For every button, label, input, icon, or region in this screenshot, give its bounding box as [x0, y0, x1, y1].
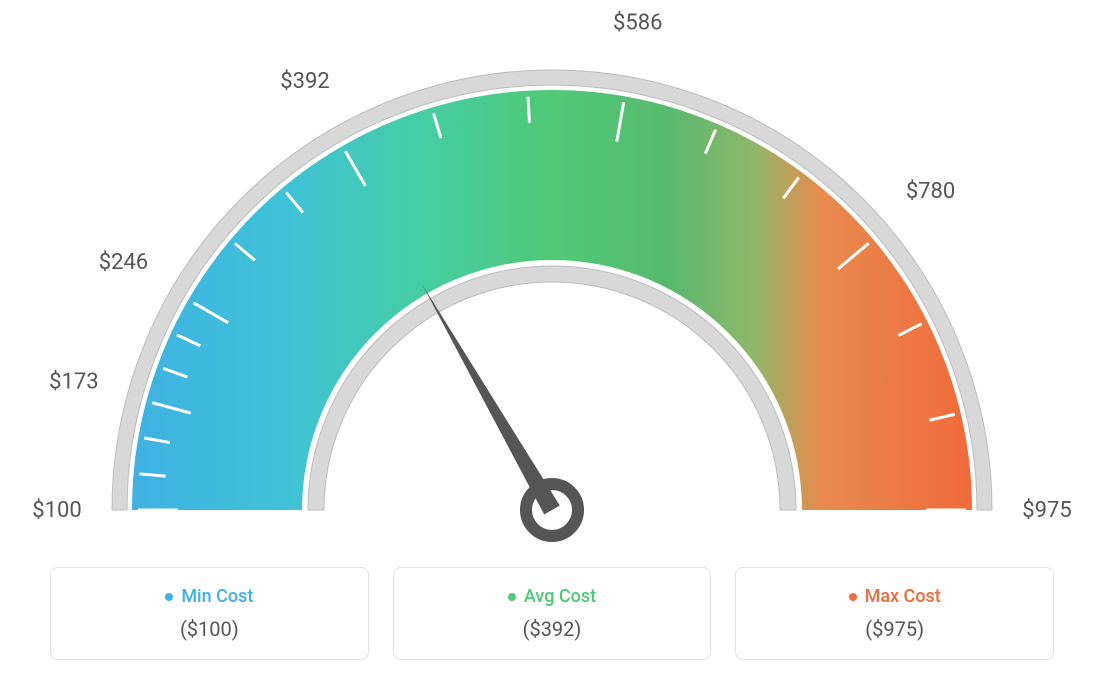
gauge-tick-label: $246 — [99, 250, 148, 275]
gauge-tick-label: $173 — [49, 370, 98, 395]
legend-row: Min Cost ($100) Avg Cost ($392) Max Cost ($97… — [0, 567, 1104, 660]
gauge-color-arc — [132, 90, 972, 510]
legend-card: Max Cost ($975) — [735, 567, 1054, 660]
legend-dot-icon — [849, 593, 857, 601]
legend-label-text: Avg Cost — [524, 586, 596, 607]
legend-card: Avg Cost ($392) — [393, 567, 712, 660]
gauge-minor-tick — [528, 97, 530, 123]
legend-label: Min Cost — [71, 586, 348, 607]
gauge-tick-label: $586 — [613, 10, 662, 35]
legend-dot-icon — [508, 593, 516, 601]
legend-value: ($100) — [71, 617, 348, 641]
legend-dot-icon — [165, 593, 173, 601]
legend-label: Avg Cost — [414, 586, 691, 607]
gauge-tick-label: $100 — [32, 498, 81, 523]
gauge-tick-label: $392 — [280, 69, 329, 94]
gauge-chart: $100 $173 $246 $392 $586 $780 $975 — [0, 0, 1104, 540]
legend-label-text: Min Cost — [181, 586, 253, 607]
legend-label: Max Cost — [756, 586, 1033, 607]
gauge-tick-label: $975 — [1022, 498, 1071, 523]
legend-value: ($975) — [756, 617, 1033, 641]
gauge-tick-label: $780 — [906, 179, 955, 204]
legend-label-text: Max Cost — [865, 586, 941, 607]
gauge-svg: $100 $173 $246 $392 $586 $780 $975 — [0, 0, 1104, 560]
legend-value: ($392) — [414, 617, 691, 641]
legend-card: Min Cost ($100) — [50, 567, 369, 660]
gauge-needle — [422, 285, 560, 515]
